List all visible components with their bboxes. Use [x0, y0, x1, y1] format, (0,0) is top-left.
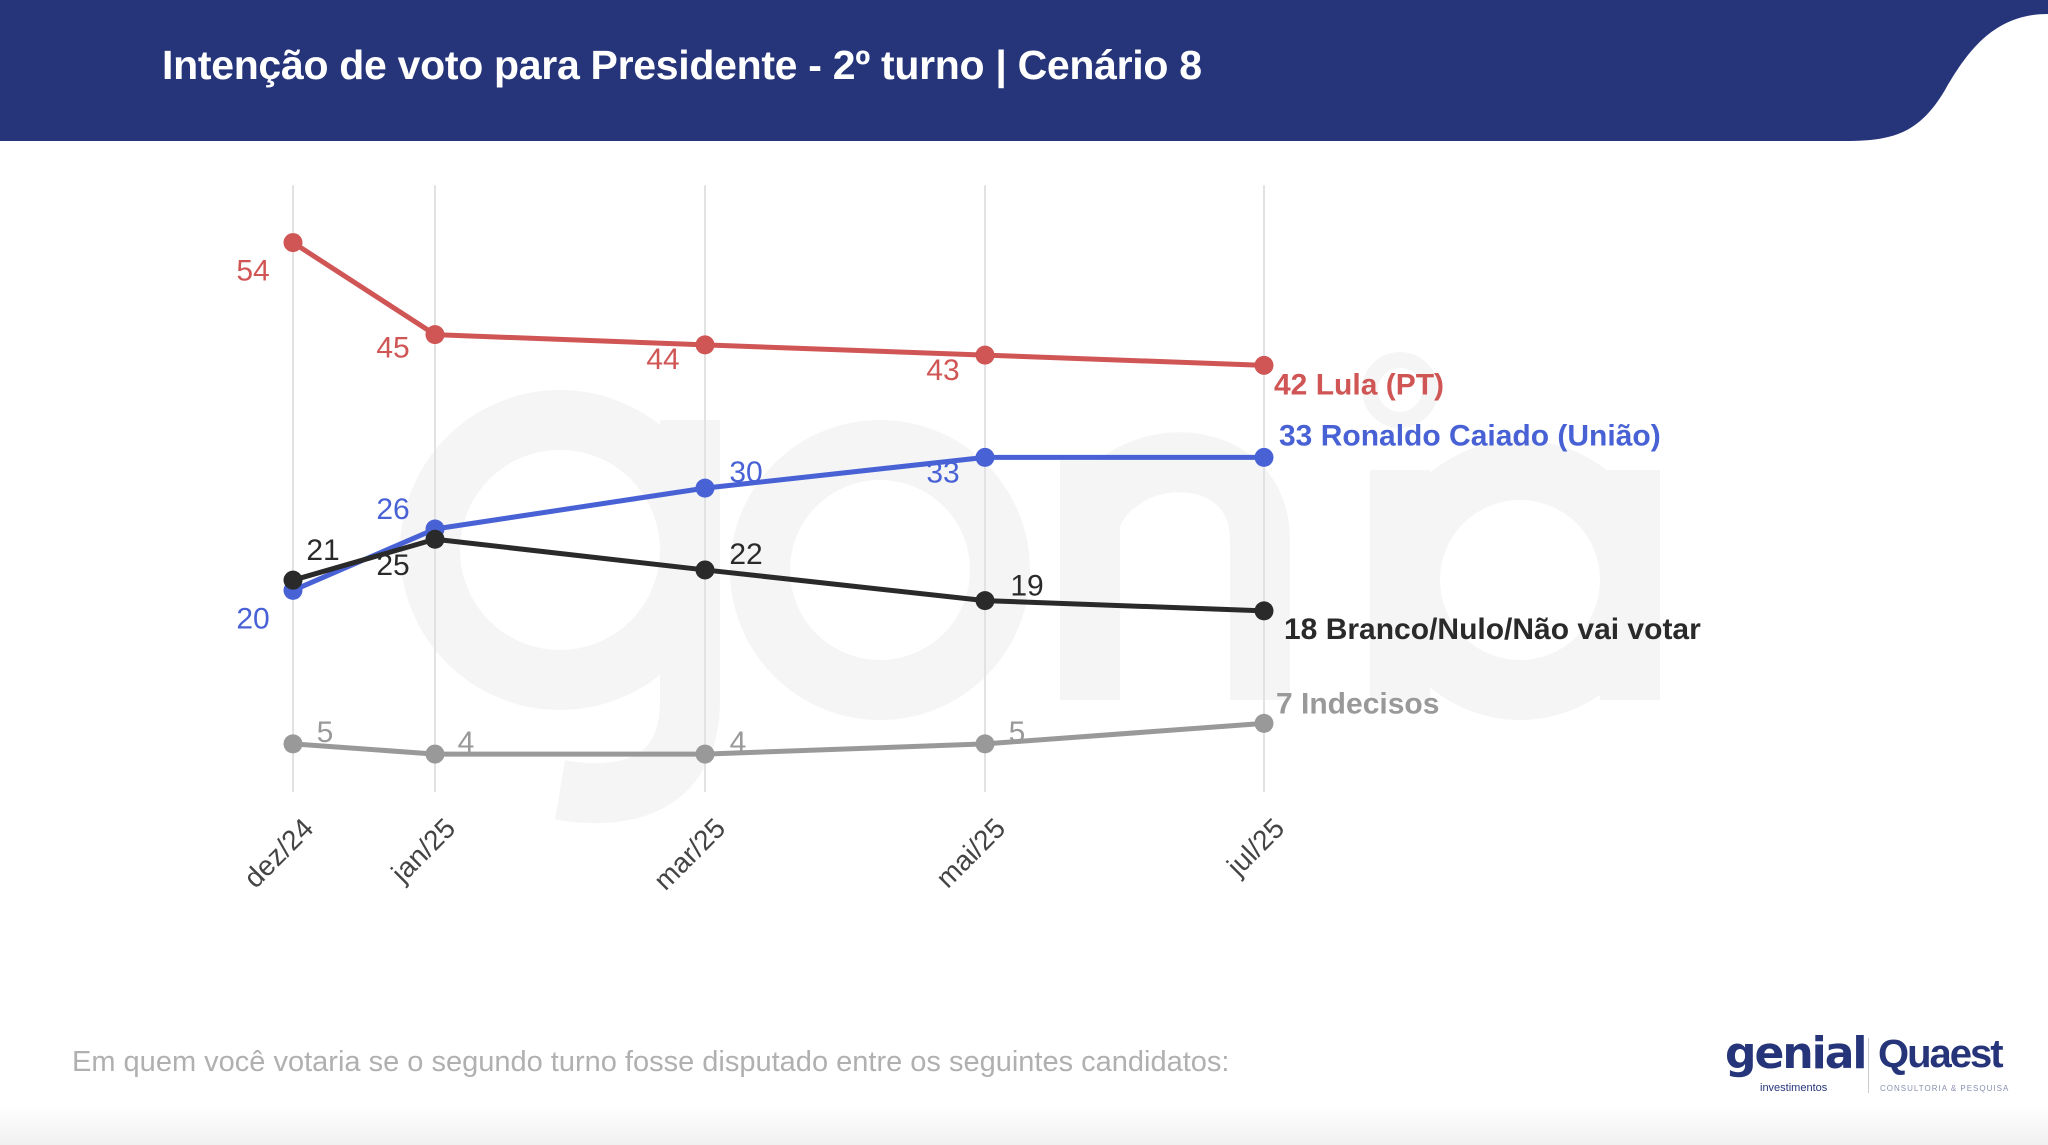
data-point [975, 591, 995, 611]
logo-divider [1868, 1038, 1869, 1093]
bottom-strip [0, 1105, 2048, 1145]
data-point [1254, 355, 1274, 375]
page-title: Intenção de voto para Presidente - 2º tu… [162, 42, 1202, 88]
x-tick-label: mar/25 [648, 812, 732, 896]
x-tick-label: mai/25 [930, 812, 1011, 893]
series-end-label: 33 Ronaldo Caiado (União) [1279, 419, 1661, 452]
data-point [1254, 601, 1274, 621]
x-tick-label: jul/25 [1220, 812, 1290, 882]
data-label: 54 [236, 255, 269, 288]
data-point [425, 529, 445, 549]
data-label: 43 [926, 354, 959, 387]
data-point [695, 744, 715, 764]
data-label: 44 [646, 343, 679, 376]
series-end-label: 7 Indecisos [1276, 687, 1439, 720]
data-label: 20 [236, 602, 269, 635]
data-label: 25 [376, 549, 409, 582]
data-label: 5 [1009, 716, 1026, 749]
data-point [425, 325, 445, 345]
genial-logo: genial [1725, 1028, 1868, 1079]
series-line [291, 240, 1265, 368]
data-point [975, 734, 995, 754]
data-label: 26 [376, 493, 409, 526]
data-label: 33 [926, 456, 959, 489]
data-point [1254, 447, 1274, 467]
data-point [975, 447, 995, 467]
data-point [283, 734, 303, 754]
survey-question: Em quem você votaria se o segundo turno … [72, 1046, 1230, 1078]
x-tick-label: jan/25 [385, 812, 462, 889]
data-label: 21 [306, 534, 339, 567]
series-line [292, 536, 1265, 614]
data-point [283, 570, 303, 590]
data-label: 19 [1010, 570, 1043, 603]
data-point [425, 744, 445, 764]
data-point [975, 345, 995, 365]
series-end-label: 18 Branco/Nulo/Não vai votar [1284, 613, 1701, 646]
x-tick-label: dez/24 [238, 812, 319, 893]
data-point [283, 233, 303, 253]
data-label: 4 [458, 726, 475, 759]
logos: genial investimentos Quaest CONSULTORIA … [1720, 1030, 2020, 1105]
header-banner [0, 0, 2048, 141]
quaest-logo: Quaest [1878, 1032, 2004, 1076]
quaest-logo-sub: CONSULTORIA & PESQUISA [1880, 1084, 2010, 1093]
data-label: 45 [376, 332, 409, 365]
data-point [695, 560, 715, 580]
data-label: 22 [729, 538, 762, 571]
data-point [695, 335, 715, 355]
data-label: 4 [730, 726, 747, 759]
data-label: 5 [317, 716, 334, 749]
series-end-label: 42 Lula (PT) [1274, 368, 1444, 401]
data-point [695, 478, 715, 498]
data-label: 30 [729, 456, 762, 489]
data-point [1254, 713, 1274, 733]
genial-logo-sub: investimentos [1760, 1082, 1828, 1094]
